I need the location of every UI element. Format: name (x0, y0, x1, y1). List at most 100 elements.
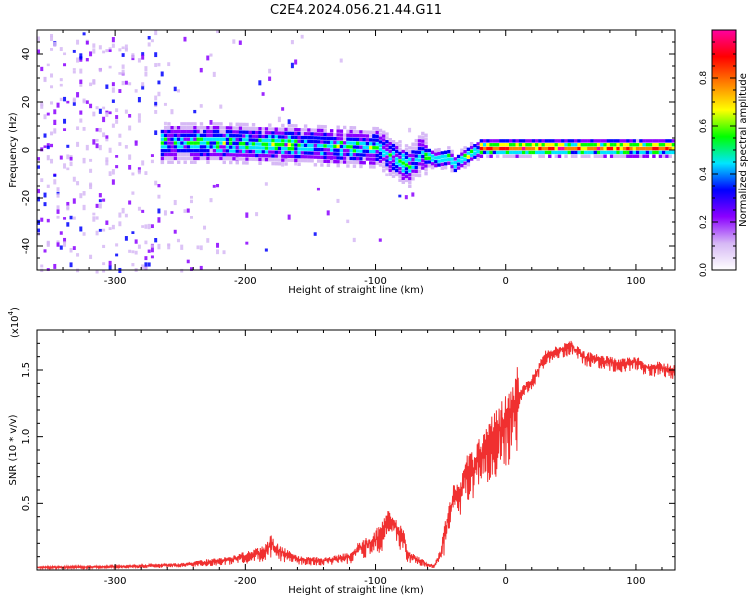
spectrogram-ridge-cell (463, 161, 467, 165)
spectrogram-noise-cell (150, 224, 154, 229)
spectrogram-noise-cell (108, 47, 112, 51)
spectrogram-ridge-cell (369, 149, 373, 154)
spectrogram-noise-cell (268, 68, 272, 74)
spectrogram-ridge-cell (356, 130, 360, 134)
spectrogram-ridge-cell (450, 168, 454, 173)
spectrogram-ridge-cell (404, 174, 409, 179)
spectrogram-noise-cell (76, 181, 80, 186)
spectrogram-ridge-cell (339, 156, 344, 160)
snr-scale-exponent: 4 (7, 310, 15, 315)
spectrogram-noise-cell (147, 223, 151, 230)
spectrogram-ridge-cell (342, 156, 347, 160)
spectrogram-noise-cell (102, 228, 106, 232)
spectrogram-ridge-cell (176, 129, 181, 134)
spectrogram-noise-cell (66, 222, 70, 227)
spectrogram-ridge-cell (225, 149, 230, 153)
spectrogram-noise-cell (72, 49, 76, 53)
spectrogram-ridge-cell (375, 126, 379, 131)
spectrogram-ridge-cell (163, 152, 168, 157)
spectrogram-ridge-cell (369, 145, 373, 150)
snr-x-tick-label: -100 (364, 576, 387, 587)
spectrogram-noise-cell (173, 199, 177, 206)
spectrogram-ridge-cell (271, 150, 275, 154)
spectrogram-ridge-cell (528, 146, 532, 151)
spectrogram-ridge-cell (199, 152, 204, 157)
spectrogram-ridge-cell (310, 147, 314, 151)
spectrogram-ridge-cell (346, 141, 350, 145)
spectrogram-ridge-cell (329, 136, 334, 141)
spectrogram-ridge-cell (632, 146, 637, 151)
spectrogram-ridge-cell (203, 133, 207, 138)
spectrogram-ridge-cell (229, 156, 233, 161)
spectrogram-noise-cell (124, 44, 128, 50)
spectrogram-ridge-cell (665, 146, 669, 151)
spectrogram-ridge-cell (251, 157, 256, 161)
spectrogram-ridge-cell (645, 143, 650, 147)
spectrogram-ridge-cell (378, 132, 383, 136)
spectrogram-ridge-cell (307, 135, 311, 140)
spectrogram-noise-cell (40, 104, 44, 109)
spectrogram-ridge-cell (603, 154, 607, 158)
spectrogram-ridge-cell (219, 145, 223, 149)
spectrogram-noise-cell (40, 217, 44, 222)
spectrogram-ridge-cell (502, 154, 506, 158)
spectrogram-ridge-cell (619, 150, 624, 155)
spectrogram-ridge-cell (206, 152, 210, 157)
spectrogram-ridge-cell (173, 152, 178, 157)
spectrogram-ridge-cell (212, 122, 217, 126)
spectrogram-ridge-cell (320, 159, 324, 163)
spectrogram-noise-cell (147, 249, 151, 253)
spectrogram-ridge-cell (316, 124, 321, 129)
spectrogram-ridge-cell (160, 160, 165, 164)
spectrogram-ridge-cell (596, 143, 601, 147)
spectrogram-ridge-cell (414, 138, 418, 143)
spectrogram-ridge-cell (515, 143, 519, 147)
spectrogram-noise-cell (118, 72, 122, 75)
spectrogram-ridge-cell (391, 170, 396, 175)
spectrogram-ridge-cell (557, 143, 562, 147)
spectrogram-ridge-cell (160, 129, 165, 134)
spectrogram-ridge-cell (203, 137, 207, 141)
spectrogram-ridge-cell (593, 139, 598, 143)
spectrogram-ridge-cell (632, 150, 637, 155)
spectrogram-ridge-cell (271, 138, 275, 143)
spectrogram-ridge-cell (443, 162, 448, 166)
spectrogram-noise-cell (300, 34, 304, 39)
spectrogram-ridge-cell (255, 149, 259, 154)
spectrogram-noise-cell (95, 143, 99, 149)
spectrogram-ridge-cell (574, 154, 578, 158)
spectrogram-noise-cell (59, 83, 63, 87)
spectrogram-ridge-cell (274, 150, 279, 154)
spectrogram-noise-cell (150, 244, 154, 248)
spectrogram-noise-cell (53, 128, 57, 134)
spectrogram-ridge-cell (375, 153, 379, 158)
spectrogram-noise-cell (98, 67, 102, 73)
spectrogram-ridge-cell (369, 138, 373, 142)
spectrogram-ridge-cell (167, 149, 171, 153)
spectrogram-ridge-cell (307, 143, 311, 148)
spectrogram-ridge-cell (300, 155, 305, 159)
spectrogram-ridge-cell (632, 143, 637, 147)
spectrogram-ridge-cell (339, 152, 344, 156)
spectrogram-ridge-cell (609, 139, 614, 143)
spectrogram-ridge-cell (251, 134, 256, 138)
spectrogram-ridge-cell (564, 150, 568, 155)
spectrogram-ridge-cell (583, 139, 588, 143)
spectrogram-ridge-cell (183, 122, 187, 126)
spectrogram-noise-cell (141, 82, 145, 87)
spectrogram-noise-cell (105, 110, 109, 114)
spectrogram-ridge-cell (242, 141, 246, 146)
spectrogram-ridge-cell (398, 167, 402, 171)
spectrogram-noise-cell (76, 92, 80, 98)
spectrogram-ridge-cell (290, 143, 295, 147)
spectrogram-ridge-cell (258, 142, 262, 146)
spectrogram-ridge-cell (294, 143, 298, 147)
spectrogram-ridge-cell (300, 147, 305, 151)
spectrogram-ridge-cell (626, 154, 630, 158)
spectrogram-noise-cell (128, 114, 132, 118)
spectrogram-ridge-cell (264, 127, 269, 131)
spectrogram-ridge-cell (668, 150, 672, 155)
spectrogram-ridge-cell (359, 134, 363, 138)
spectrogram-ridge-cell (385, 147, 389, 152)
spectrogram-ridge-cell (531, 143, 536, 147)
